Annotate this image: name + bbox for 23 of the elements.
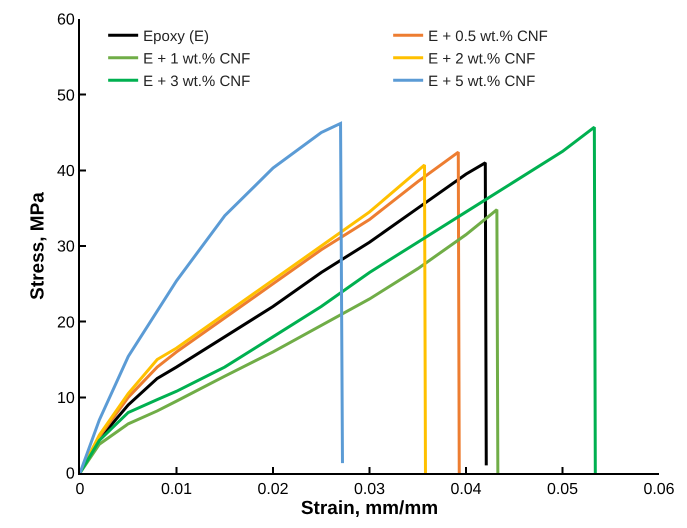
x-tick-label: 0.05 [546, 481, 578, 498]
legend-label: Epoxy (E) [143, 28, 210, 46]
y-tick-label: 50 [57, 87, 75, 104]
y-tick-label: 30 [57, 238, 75, 256]
x-tick-label: 0.04 [450, 481, 482, 498]
y-tick-label: 20 [57, 314, 75, 332]
x-tick-label: 0.03 [354, 481, 386, 498]
legend-label: E + 2 wt.% CNF [428, 50, 536, 68]
legend-label: E + 0.5 wt.% CNF [428, 28, 548, 46]
x-tick-label: 0.02 [257, 481, 289, 498]
x-tick-label: 0.01 [160, 481, 192, 498]
y-tick-label: 60 [57, 12, 75, 29]
x-axis-title: Strain, mm/mm [300, 498, 438, 520]
line-series [80, 208, 500, 473]
y-tick-label: 0 [66, 466, 75, 483]
legend-label: E + 3 wt.% CNF [143, 73, 250, 90]
legend-label: E + 1 wt.% CNF [143, 50, 250, 68]
legend-label: E + 5 wt.% CNF [428, 73, 536, 90]
line-series [80, 122, 344, 473]
x-tick-label: 0.06 [643, 481, 675, 498]
y-tick-label: 40 [57, 162, 75, 180]
y-tick-label: 10 [57, 390, 75, 407]
y-axis-title: Stress, MPa [27, 192, 48, 300]
